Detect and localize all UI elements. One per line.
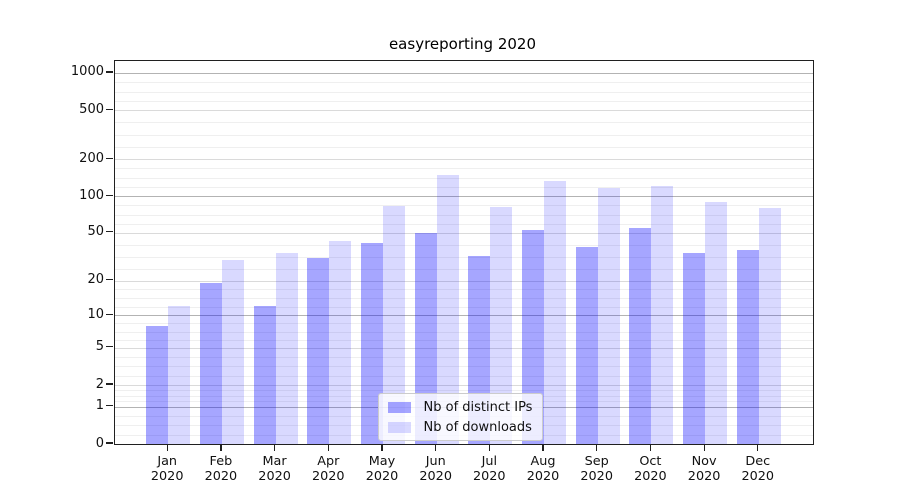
y-tick-mark (106, 231, 113, 233)
x-tick-mark-jun (435, 444, 437, 451)
bar-nb-of-distinct-ips-jan (146, 326, 169, 444)
x-tick-label-aug: Aug 2020 (526, 454, 560, 485)
x-tick-mark-jul (488, 444, 490, 451)
bar-nb-of-downloads-jun (436, 174, 459, 444)
bar-nb-of-downloads-dec (758, 208, 781, 444)
y-tick-mark (106, 405, 113, 407)
y-tick-label-100: 100 (79, 187, 104, 203)
x-tick-mark-oct (649, 444, 652, 451)
bar-nb-of-downloads-jul (490, 207, 513, 444)
legend-swatch-downloads (387, 421, 411, 433)
x-tick-mark-may (381, 444, 383, 451)
x-tick-mark-sep (596, 444, 598, 451)
minor-gridline (114, 186, 813, 188)
minor-gridline (114, 146, 813, 148)
x-tick-mark-apr (327, 444, 329, 451)
y-tick-label-0: 0 (95, 435, 104, 451)
legend-label-distinct-ips: Nb of distinct IPs (423, 399, 533, 415)
y-tick-label-10: 10 (87, 306, 104, 322)
x-tick-mark-dec (757, 444, 759, 451)
x-tick-label-feb: Feb 2020 (204, 454, 238, 485)
x-tick-label-mar: Mar 2020 (258, 454, 291, 485)
y-tick-label-1: 1 (95, 398, 104, 414)
x-tick-label-sep: Sep 2020 (580, 454, 613, 485)
y-tick-mark (106, 383, 113, 385)
bar-nb-of-downloads-aug (544, 180, 566, 444)
legend: Nb of distinct IPs Nb of downloads (377, 393, 544, 441)
minor-gridline (114, 122, 813, 124)
bar-nb-of-distinct-ips-may (360, 243, 383, 444)
bar-nb-of-downloads-oct (651, 186, 674, 444)
y-tick-mark (106, 71, 113, 73)
y-tick-mark (106, 346, 113, 348)
bar-nb-of-downloads-sep (597, 187, 620, 444)
bar-nb-of-distinct-ips-sep (575, 247, 598, 444)
bar-nb-of-downloads-nov (705, 201, 728, 444)
y-tick-label-500: 500 (79, 101, 104, 117)
bar-nb-of-distinct-ips-dec (736, 250, 759, 444)
y-tick-mark (106, 313, 113, 315)
bar-nb-of-distinct-ips-nov (683, 253, 706, 444)
y-tick-label-2: 2 (95, 376, 104, 392)
minor-gridline (114, 91, 813, 93)
bar-nb-of-distinct-ips-jun (414, 232, 437, 444)
y-tick-label-200: 200 (79, 150, 104, 166)
y-tick-label-20: 20 (87, 272, 104, 287)
minor-gridline (114, 82, 813, 84)
bar-nb-of-downloads-jan (168, 306, 191, 444)
bar-nb-of-distinct-ips-oct (629, 227, 652, 444)
x-tick-mark-mar (274, 444, 276, 451)
gridline-200 (114, 159, 813, 161)
x-tick-label-jun: Jun 2020 (419, 454, 452, 485)
minor-gridline (114, 134, 813, 136)
x-tick-label-jan: Jan 2020 (150, 454, 184, 485)
x-tick-label-dec: Dec 2020 (741, 454, 775, 485)
legend-entry-distinct-ips: Nb of distinct IPs (387, 399, 533, 415)
x-tick-label-apr: Apr 2020 (312, 454, 345, 485)
y-tick-label-1000: 1000 (70, 64, 104, 80)
bar-nb-of-distinct-ips-aug (522, 229, 544, 444)
gridline-1000 (114, 72, 813, 74)
bar-nb-of-downloads-may (383, 206, 405, 444)
y-tick-label-5: 5 (95, 339, 104, 355)
y-tick-mark (106, 157, 113, 159)
legend-swatch-distinct-ips (387, 401, 411, 413)
y-tick-mark (106, 108, 113, 110)
gridline-100 (114, 196, 813, 198)
y-tick-label-50: 50 (87, 224, 104, 240)
gridline-500 (114, 110, 813, 112)
y-tick-mark (106, 278, 113, 281)
plot-area (113, 59, 814, 445)
legend-entry-downloads: Nb of downloads (387, 419, 533, 435)
bar-nb-of-downloads-mar (275, 253, 298, 444)
bar-nb-of-downloads-apr (329, 240, 352, 444)
x-tick-label-jul: Jul 2020 (473, 454, 506, 485)
x-tick-mark-jan (166, 444, 168, 451)
y-tick-mark (106, 194, 113, 196)
bar-nb-of-downloads-feb (221, 259, 244, 444)
bar-nb-of-distinct-ips-mar (253, 306, 276, 444)
x-tick-mark-nov (703, 444, 705, 451)
minor-gridline (114, 177, 813, 179)
bar-nb-of-distinct-ips-apr (307, 257, 330, 444)
bar-nb-of-distinct-ips-feb (199, 283, 222, 444)
minor-gridline (114, 168, 813, 170)
chart-title: easyreporting 2020 (388, 35, 537, 53)
x-tick-mark-feb (220, 444, 222, 451)
x-tick-label-oct: Oct 2020 (634, 454, 667, 485)
x-tick-label-may: May 2020 (365, 454, 399, 485)
y-tick-mark (106, 442, 113, 444)
x-tick-label-nov: Nov 2020 (687, 454, 721, 485)
legend-label-downloads: Nb of downloads (423, 419, 532, 435)
minor-gridline (114, 100, 813, 102)
x-tick-mark-aug (542, 444, 544, 451)
